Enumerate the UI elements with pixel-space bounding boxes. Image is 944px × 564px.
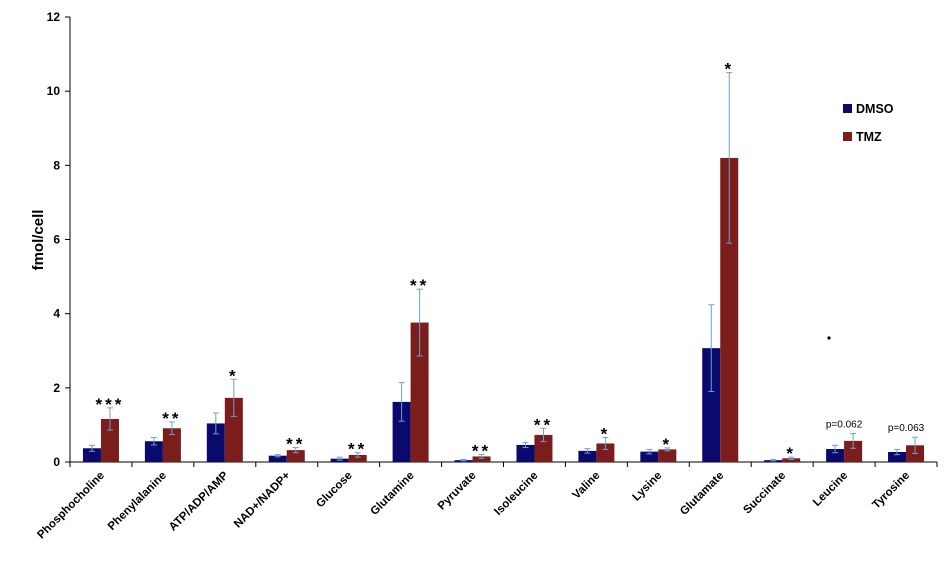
bar-tmz (162, 428, 181, 462)
x-category-label: Valine (571, 470, 603, 502)
significance-stars: * (724, 60, 734, 79)
bar-dmso (144, 441, 163, 462)
y-tick-label: 4 (53, 307, 60, 321)
significance-stars: ** (162, 409, 181, 428)
x-category-label: Succinate (741, 470, 788, 517)
y-axis-label: fmol/cell (30, 210, 47, 271)
legend-label-tmz: TMZ (856, 130, 882, 144)
x-category-label: Phenylalanine (106, 470, 169, 533)
x-category-label: ATP/ADP/AMP (167, 469, 231, 533)
x-category-label: Pyruvate (436, 470, 479, 513)
y-tick-label: 2 (53, 381, 60, 395)
x-category-label: Glucose (314, 470, 355, 511)
bar-dmso (888, 451, 907, 462)
bar-tmz (658, 449, 677, 462)
legend-label-dmso: DMSO (856, 102, 894, 116)
bar-dmso (640, 451, 659, 462)
bar-dmso (82, 448, 101, 462)
bar-tmz (720, 157, 739, 462)
significance-stars: * (601, 425, 611, 444)
y-axis: 0 2 4 6 8 10 12 (47, 10, 71, 469)
x-category-label: Glutamine (368, 470, 416, 518)
legend: DMSO TMZ (843, 102, 894, 144)
y-tick-label: 0 (53, 455, 60, 469)
legend-swatch-dmso (843, 104, 852, 113)
stray-dot (827, 336, 831, 340)
significance-stars: ** (534, 415, 553, 434)
x-category-label: Tyrosine (870, 470, 912, 512)
bar-tmz (100, 418, 119, 462)
significance-annotations: ******** ******** ****p=0.062 p=0.063 (96, 60, 925, 464)
bar-tmz (782, 458, 801, 462)
bar-tmz (844, 440, 863, 462)
x-category-label: NAD+/NADP+ (232, 469, 293, 530)
significance-stars: * (663, 435, 673, 454)
y-tick-label: 12 (47, 10, 61, 24)
x-category-label: Glutamate (678, 470, 726, 518)
p-value-label: p=0.062 (826, 419, 863, 430)
bar-dmso (578, 450, 597, 462)
bar-dmso (392, 401, 411, 462)
significance-stars: * (786, 444, 796, 463)
bars (82, 72, 925, 462)
bar-tmz (534, 434, 553, 462)
bar-dmso (826, 449, 845, 462)
significance-stars: *** (96, 395, 125, 414)
bar-tmz (224, 397, 243, 462)
bar-tmz (472, 456, 491, 462)
y-tick-label: 10 (47, 84, 61, 98)
significance-stars: ** (348, 440, 367, 459)
p-value-label: p=0.063 (888, 423, 925, 434)
significance-stars: * (229, 366, 239, 385)
x-category-label: Leucine (811, 470, 850, 509)
bar-dmso (268, 455, 287, 462)
y-tick-label: 8 (53, 158, 60, 172)
significance-stars: ** (286, 435, 305, 454)
x-category-label: Isoleucine (492, 470, 540, 518)
bar-dmso (516, 444, 535, 462)
bar-dmso (702, 348, 721, 462)
x-category-label: Lysine (630, 470, 664, 504)
bar-tmz (410, 322, 429, 462)
bar-tmz (348, 454, 367, 462)
bar-tmz (286, 450, 305, 462)
significance-stars: ** (472, 442, 491, 461)
y-tick-label: 6 (53, 233, 60, 247)
bar-dmso (206, 423, 225, 462)
bar-tmz (596, 443, 615, 462)
significance-stars: ** (410, 276, 429, 295)
legend-swatch-tmz (843, 132, 852, 141)
x-category-label: Phosphocholine (35, 470, 107, 542)
